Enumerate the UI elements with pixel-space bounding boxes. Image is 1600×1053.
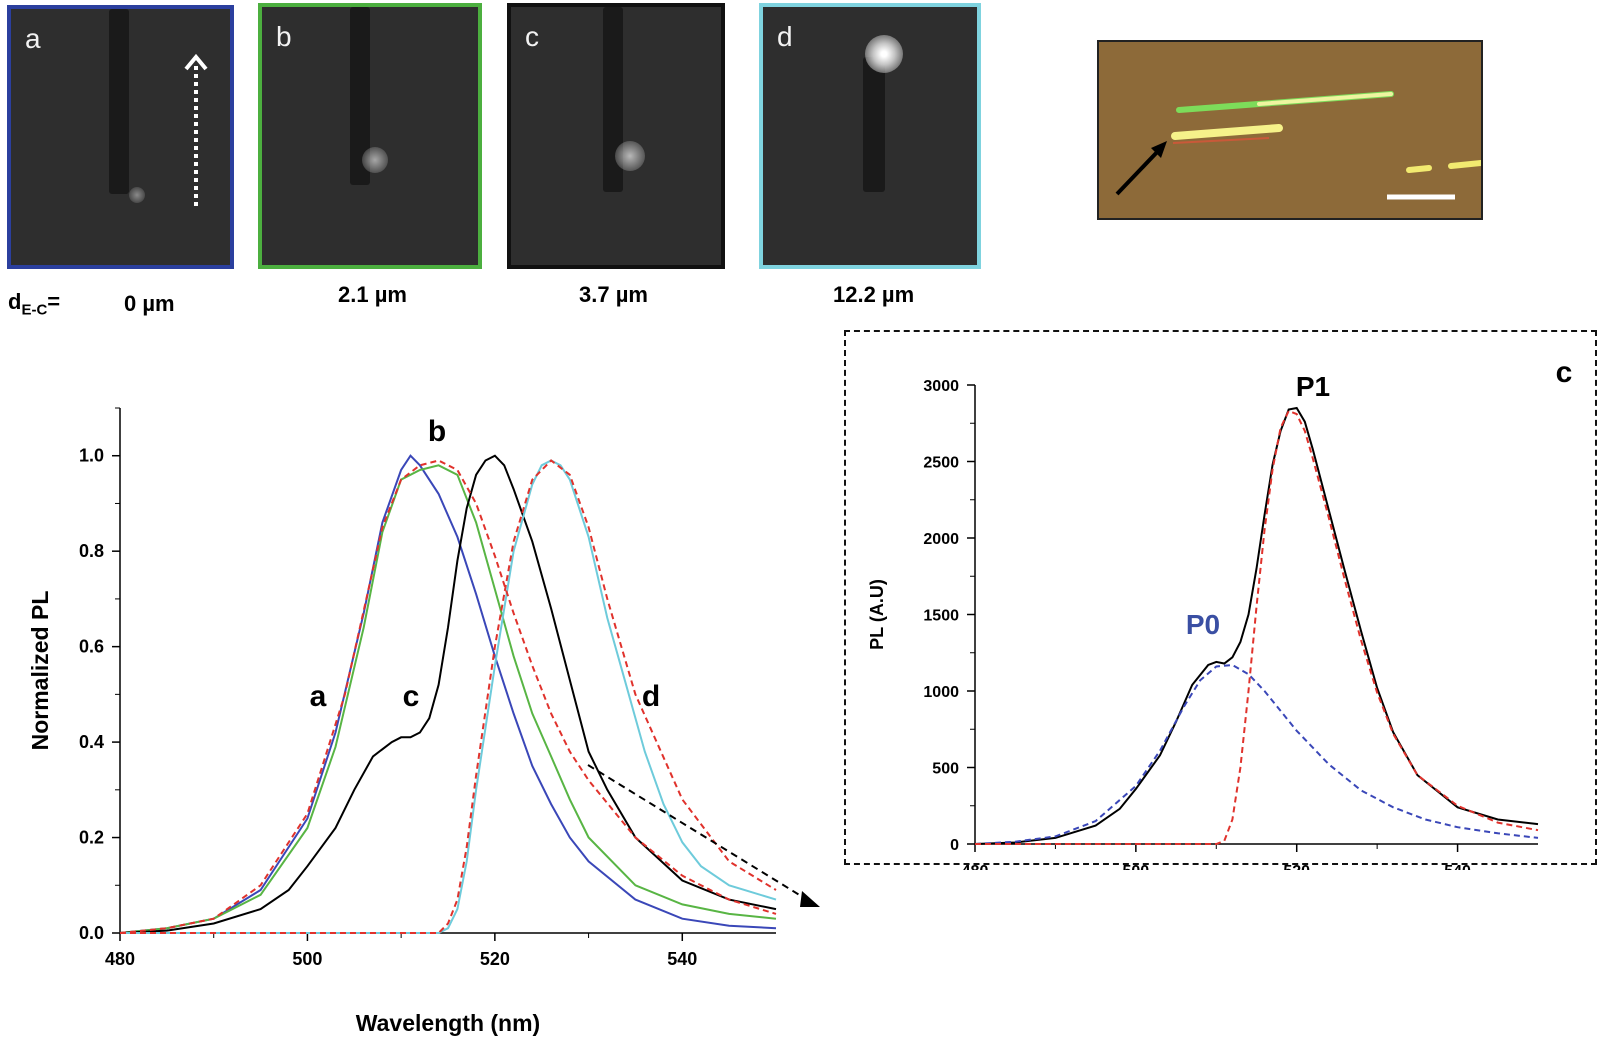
emission-spot [129, 187, 145, 203]
series-line-c [119, 454, 777, 934]
x-tick-label: 540 [1444, 863, 1471, 870]
x-tick-label: 500 [292, 949, 322, 969]
curve-label-a: a [310, 680, 327, 713]
panel-letter-a: a [25, 23, 41, 54]
y-tick-label: 0.8 [79, 541, 104, 561]
series-line-data [974, 406, 1539, 845]
y-tick-label: 0.4 [79, 732, 104, 752]
series-line-d [120, 459, 777, 934]
y-tick-label: 2000 [923, 531, 959, 548]
optical-micrograph [1097, 40, 1483, 220]
y-axis-label: Normalized PL [27, 591, 53, 751]
y-tick-label: 1.0 [79, 446, 104, 466]
inset-panel-letter: c [1556, 356, 1573, 389]
distance-label-suffix: = [47, 289, 61, 314]
emission-spot [865, 35, 903, 73]
image-panel-b: b [258, 3, 482, 269]
x-tick-label: 480 [105, 949, 135, 969]
peak-label-p0: P0 [1186, 609, 1220, 640]
x-tick-label: 540 [667, 949, 697, 969]
series-line-b [119, 464, 777, 934]
image-panel-c: c [507, 3, 725, 269]
distance-label-main: d [8, 289, 22, 314]
series-line-a [119, 454, 777, 934]
distance-b: 2.1 µm [338, 282, 407, 307]
image-panel-d: d [759, 3, 981, 269]
x-axis-label: Wavelength (nm) [356, 1010, 540, 1036]
inset-frame [844, 330, 1597, 865]
optical-micrograph-drawing [1115, 91, 1481, 200]
normalized-pl-chart: 480 500 520 540 0.0 0.2 0.4 0.6 0.8 1.0 Wavelength… [27, 407, 820, 1036]
nanowire-rod [109, 9, 129, 194]
inset-pointer-arrowhead [800, 891, 820, 907]
y-axis-label: PL (A.U) [867, 579, 887, 650]
x-tick-label: 520 [480, 949, 510, 969]
distance-c: 3.7 µm [579, 282, 648, 307]
series-line-P0 [974, 663, 1539, 845]
inset-pointer-line [587, 764, 807, 900]
y-tick-label: 0.2 [79, 828, 104, 848]
y-tick-label: 2500 [923, 455, 959, 472]
x-tick-label: 520 [1283, 863, 1310, 870]
pl-inset-chart: 480500520540050010001500200025003000Wave… [867, 356, 1573, 870]
curve-label-d: d [642, 680, 660, 713]
curve-label-c: c [403, 680, 420, 713]
x-tick-label: 500 [1123, 863, 1150, 870]
y-tick-label: 500 [932, 761, 959, 778]
series-line-fit [119, 459, 777, 934]
image-panel-a: a [7, 5, 234, 269]
y-tick-label: 0 [950, 837, 959, 854]
distance-d: 12.2 µm [833, 282, 915, 307]
curve-label-b: b [428, 415, 446, 448]
y-tick-label: 1000 [923, 684, 959, 701]
nanowire-rod [350, 7, 370, 185]
series-line-P1 [975, 409, 1539, 845]
panel-letter-d: d [777, 21, 793, 52]
scan-direction-arrow [184, 53, 208, 206]
series-line-fit-d [120, 459, 777, 934]
x-tick-label: 480 [962, 863, 989, 870]
nanowire-rod [863, 57, 885, 192]
distance-a: 0 µm [124, 291, 175, 316]
emission-spot [615, 141, 645, 171]
y-tick-label: 1500 [923, 608, 959, 625]
distance-label: dE-C= [8, 289, 60, 318]
y-tick-label: 3000 [923, 378, 959, 395]
panel-letter-b: b [276, 21, 292, 52]
panel-letter-c: c [525, 21, 539, 52]
y-tick-label: 0.6 [79, 637, 104, 657]
peak-label-p1: P1 [1296, 371, 1330, 402]
emission-spot [362, 147, 388, 173]
y-tick-label: 0.0 [79, 923, 104, 943]
distance-label-sub: E-C [21, 301, 48, 319]
